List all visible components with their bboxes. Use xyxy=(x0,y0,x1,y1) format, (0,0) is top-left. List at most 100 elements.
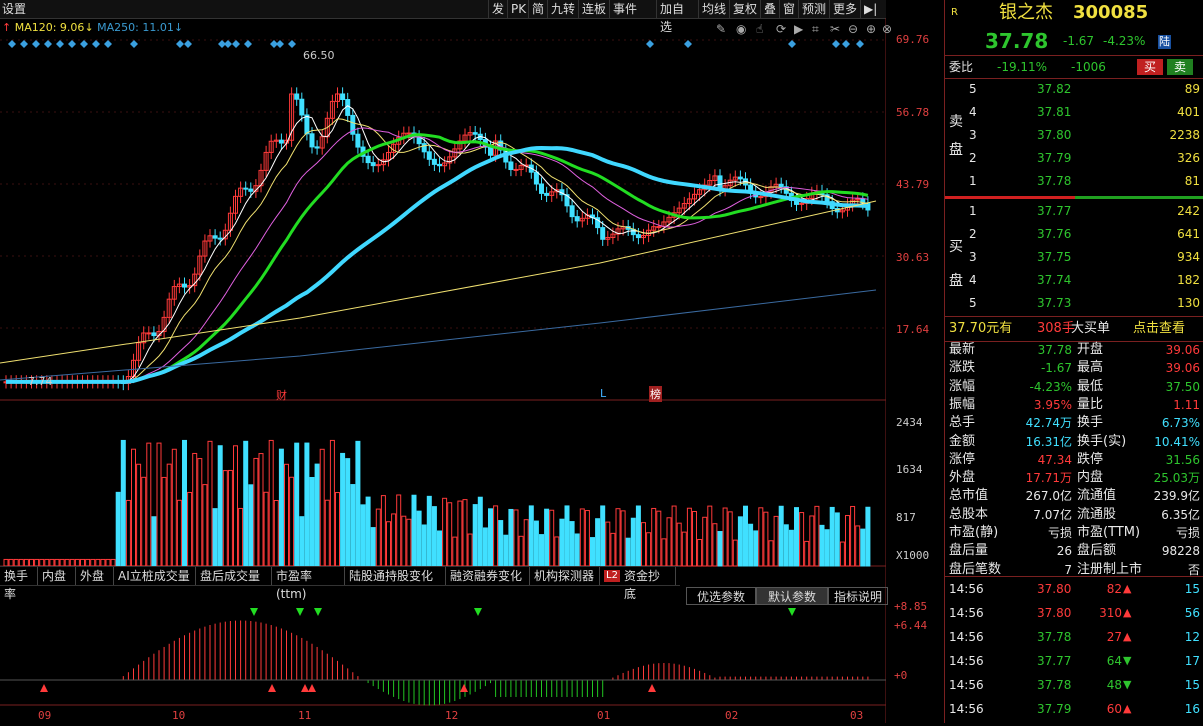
volume-bar xyxy=(80,558,85,567)
toolbar-button[interactable]: 叠 xyxy=(760,0,779,18)
indicator-tab[interactable]: AI立桩成交量 xyxy=(114,567,196,585)
candle-body xyxy=(273,139,279,142)
volume-bar xyxy=(824,529,830,567)
refresh-icon[interactable]: ⟳ xyxy=(776,22,787,36)
panel-toggle-icon[interactable]: ▶| xyxy=(860,0,886,18)
indicator-tab[interactable]: 陆股通持股变化 xyxy=(345,567,446,585)
volume-bar xyxy=(630,517,636,567)
stat-label: 市盈(TTM) xyxy=(1077,525,1141,540)
param-button[interactable]: 优选参数 xyxy=(686,587,756,605)
big-order-row[interactable]: 37.70元有 308手 大买单 点击查看 xyxy=(945,318,1203,340)
volume-bar xyxy=(187,491,193,567)
eye-icon[interactable]: ◉ xyxy=(736,22,747,36)
ask-row[interactable]: 4 37.81 401 xyxy=(945,101,1203,123)
stat-value: 3.95% xyxy=(1033,397,1072,412)
volume-bar xyxy=(748,523,754,567)
buy-button[interactable]: 买 xyxy=(1137,59,1163,75)
indicator-tab[interactable]: 资金抄底 xyxy=(600,567,676,601)
indicator-tab[interactable]: 盘后成交量 xyxy=(196,567,272,585)
toolbar-button[interactable]: 九转 xyxy=(547,0,578,18)
date-tick: 01 xyxy=(597,709,611,722)
indicator-tab[interactable]: 内盘 xyxy=(38,567,76,585)
arrow-down-icon: ▼ xyxy=(1123,654,1132,667)
candle-body xyxy=(610,233,616,238)
indicator-tab[interactable]: 外盘 xyxy=(76,567,114,585)
volume-bar xyxy=(544,508,550,567)
candle-body xyxy=(737,176,743,180)
play-icon[interactable]: ▶ xyxy=(794,22,804,36)
volume-bar xyxy=(574,533,580,567)
tick-volume: 60 xyxy=(1106,702,1122,716)
stat-value: 6.35亿 xyxy=(1161,507,1200,522)
toolbar-button[interactable]: 连板 xyxy=(578,0,609,18)
indicator-tab[interactable]: 融资融券变化 xyxy=(446,567,530,585)
volume-bar xyxy=(855,525,861,567)
candle-body xyxy=(197,255,203,275)
ask-row[interactable]: 2 37.79 326 xyxy=(945,147,1203,169)
volume-bar xyxy=(865,506,871,567)
volume-bar xyxy=(472,504,478,567)
level-volume: 641 xyxy=(1177,227,1200,241)
toolbar-button[interactable]: 更多 xyxy=(829,0,860,18)
stat-label: 涨停 xyxy=(949,451,976,467)
rank-marker[interactable]: 榜 xyxy=(649,386,662,402)
volume-bar xyxy=(100,558,106,567)
indicator-tab[interactable]: 机构探测器 xyxy=(530,567,600,585)
toolbar-button[interactable]: 预测 xyxy=(798,0,829,18)
bid-row[interactable]: 1 37.77 242 xyxy=(945,200,1203,222)
buy-signal-icon xyxy=(40,684,48,692)
toolbar-button[interactable]: 发 xyxy=(488,0,507,18)
stat-value: 7 xyxy=(1064,562,1072,577)
tick-volume: 64 xyxy=(1106,654,1122,668)
volume-bar xyxy=(651,507,657,567)
sell-button[interactable]: 卖 xyxy=(1167,59,1193,75)
price-change-pct: -4.23% xyxy=(1103,34,1146,48)
indicator-tab[interactable]: 市盈率(ttm) xyxy=(272,567,345,601)
settings-button[interactable]: 设置 xyxy=(2,2,27,16)
param-button[interactable]: 指标说明 xyxy=(828,587,888,605)
toolbar-button[interactable]: 窗 xyxy=(779,0,798,18)
candle-body xyxy=(707,180,713,186)
stat-label: 内盘 xyxy=(1077,470,1104,486)
indicator-tick: +6.44 xyxy=(894,619,928,632)
bid-row[interactable]: 2 37.76 641 xyxy=(945,223,1203,245)
level-volume: 130 xyxy=(1177,296,1200,310)
bid-row[interactable]: 3 37.75 934 xyxy=(945,246,1203,268)
toolbar-button[interactable]: 复权 xyxy=(729,0,760,18)
kline-chart[interactable] xyxy=(0,18,887,723)
stock-name: 银之杰 xyxy=(999,2,1053,23)
tick-time: 14:56 xyxy=(949,702,984,716)
toolbar-button[interactable]: 事件 xyxy=(609,0,644,18)
hand-icon[interactable]: ☝ xyxy=(756,22,764,36)
volume-bar xyxy=(508,508,514,567)
ask-row[interactable]: 1 37.78 81 xyxy=(945,170,1203,192)
tick-volume: 310 xyxy=(1099,606,1122,620)
stat-label: 流通值 xyxy=(1077,488,1117,504)
toolbar-button[interactable]: 均线 xyxy=(698,0,729,18)
candle-body xyxy=(600,227,606,240)
volume-bar xyxy=(151,516,157,567)
toolbar-button[interactable]: PK xyxy=(507,0,528,18)
toolbar-button[interactable]: 加自选 xyxy=(656,0,698,34)
toolbar-button[interactable]: 简 xyxy=(528,0,547,18)
finance-event-marker[interactable]: 财 xyxy=(276,389,287,402)
indicator-tab[interactable]: 换手率 xyxy=(0,567,38,601)
pen-icon[interactable]: ✎ xyxy=(716,22,727,36)
close-icon[interactable]: ⊗ xyxy=(882,22,893,36)
ask-row[interactable]: 3 37.80 2238 xyxy=(945,124,1203,146)
bid-row[interactable]: 5 37.73 130 xyxy=(945,292,1203,314)
bid-label: 买盘 xyxy=(949,239,963,289)
param-button[interactable]: 默认参数 xyxy=(756,587,828,605)
ask-row[interactable]: 5 37.82 89 xyxy=(945,78,1203,100)
crop-icon[interactable]: ⌗ xyxy=(812,22,819,36)
candle-body xyxy=(457,140,463,150)
volume-bar xyxy=(248,484,254,567)
signal-diamond-icon xyxy=(832,40,840,48)
bid-row[interactable]: 4 37.74 182 xyxy=(945,269,1203,291)
zoom-in-icon[interactable]: ⊕ xyxy=(866,22,877,36)
zoom-out-icon[interactable]: ⊖ xyxy=(848,22,859,36)
candle-body xyxy=(676,207,682,214)
scissors-icon[interactable]: ✂ xyxy=(830,22,841,36)
l-marker[interactable]: L xyxy=(600,387,607,400)
big-order-link[interactable]: 点击查看 xyxy=(1133,321,1186,336)
